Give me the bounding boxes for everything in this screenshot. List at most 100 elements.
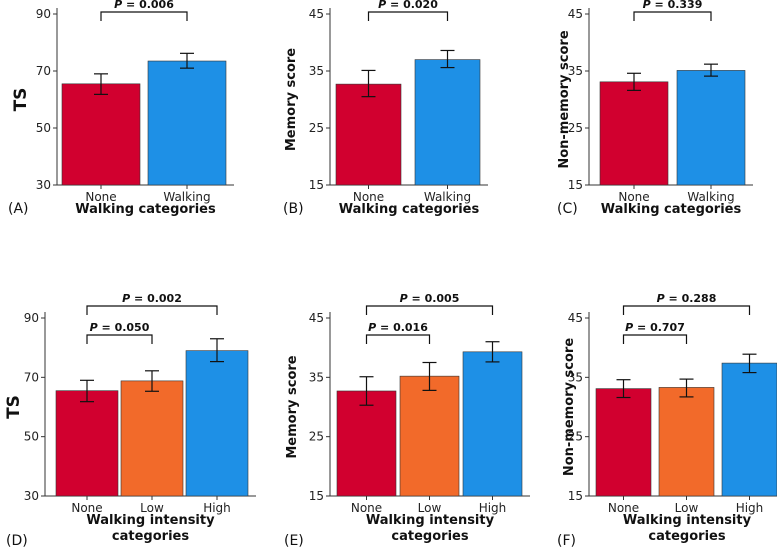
category-label-low: Low [675, 501, 699, 515]
chart-panel-4: 30 50 70 90 None Low High P = 0.050 P = 0.002 TS W… [4, 292, 256, 549]
category-label-high: High [479, 501, 507, 515]
category-label-none: None [351, 501, 382, 515]
chart-panel-5: 15 25 35 45 None Low High P = 0.016 P = 0.005 Mem… [284, 292, 530, 549]
bar-none [599, 81, 669, 186]
y-tick-label: 25 [309, 430, 324, 444]
bar-none [595, 388, 652, 497]
y-axis-title: Memory score [284, 48, 299, 151]
bar-walking [147, 60, 227, 186]
bar-low [399, 375, 460, 497]
p-value-label: P = 0.707 [625, 321, 685, 334]
p-value-label: P = 0.005 [400, 292, 460, 305]
y-axis-title: Non-memory score [557, 30, 572, 168]
significance-bracket [365, 305, 494, 315]
panel-label: (F) [557, 533, 576, 549]
category-label-low: Low [140, 501, 164, 515]
category-label-low: Low [418, 501, 442, 515]
y-axis-title: Memory score [285, 355, 300, 458]
x-axis-title: categories [391, 529, 468, 544]
x-axis-title: Walking categories [339, 202, 480, 217]
category-label-none: None [85, 190, 116, 204]
y-tick-label: 15 [309, 489, 324, 503]
chart-panel-6: 15 25 35 45 None Low High P = 0.707 P = 0.288 Non… [557, 292, 777, 549]
y-tick-label: 25 [568, 121, 583, 135]
x-axis-title: Walking categories [601, 202, 742, 217]
y-tick-label: 50 [24, 430, 39, 444]
y-axis-title: Non-memory score [562, 338, 577, 476]
panel-label: (E) [284, 533, 304, 549]
p-value-label: P = 0.050 [90, 321, 150, 334]
category-label-high: High [203, 501, 231, 515]
y-tick-label: 50 [36, 121, 51, 135]
y-tick-label: 35 [568, 370, 583, 384]
y-tick-label: 25 [309, 121, 324, 135]
significance-bracket [365, 334, 431, 344]
p-value-label: P = 0.288 [657, 292, 717, 305]
p-value-label: P = 0.002 [122, 292, 182, 305]
bar-high [721, 362, 777, 497]
y-tick-label: 25 [568, 430, 583, 444]
bar-high [185, 350, 249, 497]
y-axis-title: TS [4, 395, 24, 419]
y-tick-label: 45 [309, 311, 324, 325]
significance-bracket [633, 11, 712, 21]
bar-none [55, 390, 119, 497]
p-value-label: P = 0.006 [114, 0, 174, 11]
significance-bracket [622, 334, 688, 344]
chart-panel-3: 15 25 35 45 None Walking P = 0.339 Non-memory s… [557, 0, 753, 217]
panel-label: (D) [6, 533, 28, 549]
bar-low [120, 380, 184, 497]
p-value-label: P = 0.020 [378, 0, 438, 11]
significance-bracket [367, 11, 449, 21]
x-axis-title: Walking intensity [366, 513, 495, 528]
category-label-none: None [71, 501, 102, 515]
category-label-walking: Walking [687, 190, 734, 204]
bar-walking [676, 70, 746, 186]
y-tick-label: 30 [24, 489, 39, 503]
x-axis-title: categories [648, 529, 725, 544]
p-value-label: P = 0.016 [368, 321, 428, 334]
y-tick-label: 90 [24, 311, 39, 325]
bar-high [462, 351, 523, 497]
y-tick-label: 35 [568, 64, 583, 78]
y-tick-label: 35 [309, 64, 324, 78]
bar-none [336, 390, 397, 497]
category-label-high: High [736, 501, 764, 515]
significance-bracket [86, 334, 153, 344]
bar-low [658, 387, 715, 497]
category-label-walking: Walking [424, 190, 471, 204]
x-axis-title: Walking categories [75, 202, 216, 217]
chart-panel-1: 30 50 70 90 None Walking P = 0.006 TS Walking ca… [8, 0, 234, 217]
y-tick-label: 15 [568, 489, 583, 503]
p-value-label: P = 0.339 [643, 0, 703, 11]
x-axis-title: Walking intensity [86, 513, 215, 528]
bar-none [61, 83, 141, 186]
bar-walking [414, 59, 481, 186]
x-axis-title: categories [112, 529, 189, 544]
y-tick-label: 45 [309, 7, 324, 21]
y-tick-label: 70 [36, 64, 51, 78]
category-label-none: None [608, 501, 639, 515]
x-axis-title: Walking intensity [623, 513, 752, 528]
y-tick-label: 35 [309, 370, 324, 384]
category-label-none: None [618, 190, 649, 204]
y-tick-label: 45 [568, 311, 583, 325]
y-axis-title: TS [11, 88, 31, 112]
y-tick-label: 90 [36, 7, 51, 21]
category-label-walking: Walking [163, 190, 210, 204]
chart-panel-2: 15 25 35 45 None Walking P = 0.020 Memory score… [283, 0, 488, 217]
significance-bracket [100, 11, 188, 21]
bar-none [335, 83, 402, 186]
y-tick-label: 15 [568, 178, 583, 192]
y-tick-label: 15 [309, 178, 324, 192]
significance-bracket [622, 305, 751, 315]
significance-bracket [86, 305, 218, 315]
y-tick-label: 45 [568, 7, 583, 21]
panel-label: (B) [283, 201, 304, 217]
category-label-none: None [353, 190, 384, 204]
panel-label: (A) [8, 201, 29, 217]
panel-label: (C) [557, 201, 578, 217]
y-tick-label: 30 [36, 178, 51, 192]
y-tick-label: 70 [24, 370, 39, 384]
